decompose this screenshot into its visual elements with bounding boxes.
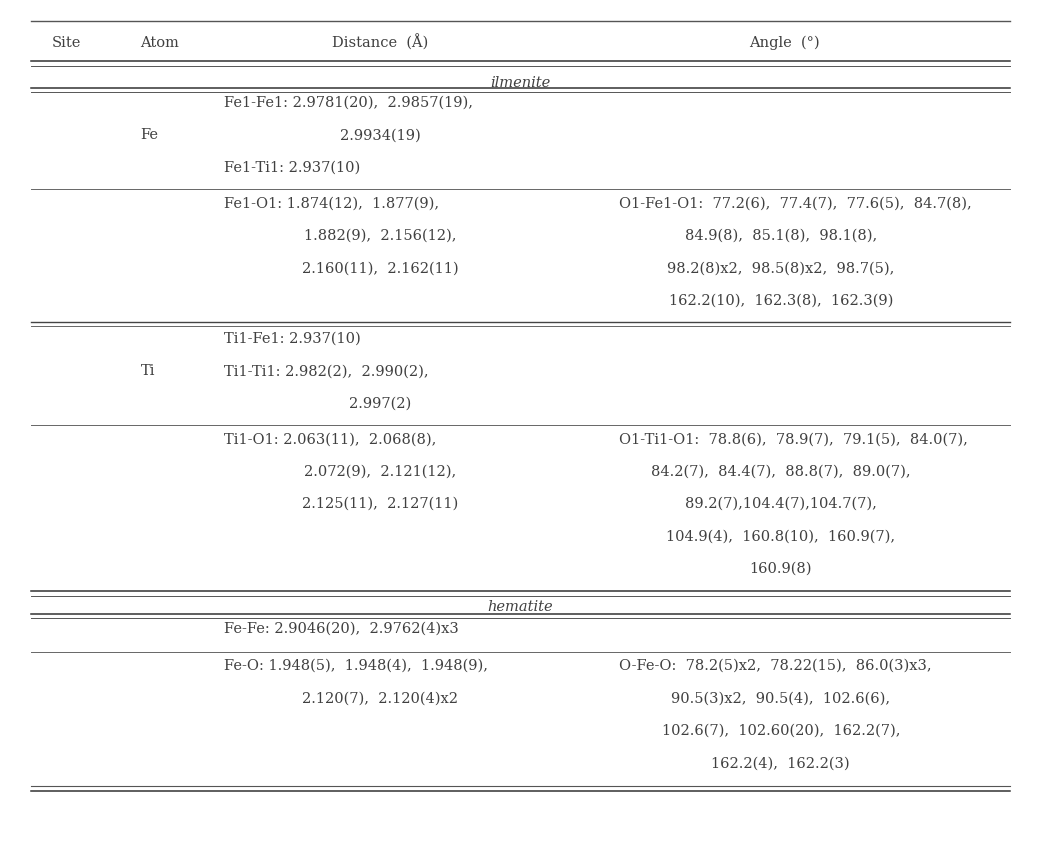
Text: O1-Ti1-O1:  78.8(6),  78.9(7),  79.1(5),  84.0(7),: O1-Ti1-O1: 78.8(6), 78.9(7), 79.1(5), 84… xyxy=(619,432,968,446)
Text: 160.9(8): 160.9(8) xyxy=(750,561,812,576)
Text: 84.2(7),  84.4(7),  88.8(7),  89.0(7),: 84.2(7), 84.4(7), 88.8(7), 89.0(7), xyxy=(651,464,911,479)
Text: Fe: Fe xyxy=(141,129,158,142)
Text: ilmenite: ilmenite xyxy=(490,76,551,89)
Text: 162.2(10),  162.3(8),  162.3(9): 162.2(10), 162.3(8), 162.3(9) xyxy=(668,294,893,308)
Text: 104.9(4),  160.8(10),  160.9(7),: 104.9(4), 160.8(10), 160.9(7), xyxy=(666,529,895,544)
Text: O-Fe-O:  78.2(5)x2,  78.22(15),  86.0(3)x3,: O-Fe-O: 78.2(5)x2, 78.22(15), 86.0(3)x3, xyxy=(619,659,932,673)
Text: 2.9934(19): 2.9934(19) xyxy=(339,129,421,142)
Text: Fe1-Ti1: 2.937(10): Fe1-Ti1: 2.937(10) xyxy=(224,161,360,175)
Text: 2.997(2): 2.997(2) xyxy=(349,396,411,411)
Text: Fe1-Fe1: 2.9781(20),  2.9857(19),: Fe1-Fe1: 2.9781(20), 2.9857(19), xyxy=(224,96,473,110)
Text: Ti1-Ti1: 2.982(2),  2.990(2),: Ti1-Ti1: 2.982(2), 2.990(2), xyxy=(224,364,429,378)
Text: 89.2(7),104.4(7),104.7(7),: 89.2(7),104.4(7),104.7(7), xyxy=(685,497,877,511)
Text: 90.5(3)x2,  90.5(4),  102.6(6),: 90.5(3)x2, 90.5(4), 102.6(6), xyxy=(671,692,890,705)
Text: Ti1-O1: 2.063(11),  2.068(8),: Ti1-O1: 2.063(11), 2.068(8), xyxy=(224,432,436,446)
Text: Angle  (°): Angle (°) xyxy=(750,36,820,49)
Text: Ti1-Fe1: 2.937(10): Ti1-Fe1: 2.937(10) xyxy=(224,331,360,346)
Text: 102.6(7),  102.60(20),  162.2(7),: 102.6(7), 102.60(20), 162.2(7), xyxy=(661,724,900,738)
Text: Site: Site xyxy=(52,36,81,49)
Text: 2.072(9),  2.121(12),: 2.072(9), 2.121(12), xyxy=(304,464,456,479)
Text: hematite: hematite xyxy=(487,600,554,613)
Text: Atom: Atom xyxy=(141,36,179,49)
Text: 2.120(7),  2.120(4)x2: 2.120(7), 2.120(4)x2 xyxy=(302,692,458,705)
Text: Fe-O: 1.948(5),  1.948(4),  1.948(9),: Fe-O: 1.948(5), 1.948(4), 1.948(9), xyxy=(224,659,488,673)
Text: 1.882(9),  2.156(12),: 1.882(9), 2.156(12), xyxy=(304,229,456,243)
Text: 2.160(11),  2.162(11): 2.160(11), 2.162(11) xyxy=(302,262,458,275)
Text: Distance  (Å): Distance (Å) xyxy=(332,34,428,51)
Text: 84.9(8),  85.1(8),  98.1(8),: 84.9(8), 85.1(8), 98.1(8), xyxy=(685,229,877,243)
Text: O1-Fe1-O1:  77.2(6),  77.4(7),  77.6(5),  84.7(8),: O1-Fe1-O1: 77.2(6), 77.4(7), 77.6(5), 84… xyxy=(619,197,972,210)
Text: Ti: Ti xyxy=(141,364,155,378)
Text: Fe-Fe: 2.9046(20),  2.9762(4)x3: Fe-Fe: 2.9046(20), 2.9762(4)x3 xyxy=(224,622,459,636)
Text: 98.2(8)x2,  98.5(8)x2,  98.7(5),: 98.2(8)x2, 98.5(8)x2, 98.7(5), xyxy=(667,262,894,275)
Text: 2.125(11),  2.127(11): 2.125(11), 2.127(11) xyxy=(302,497,458,511)
Text: Fe1-O1: 1.874(12),  1.877(9),: Fe1-O1: 1.874(12), 1.877(9), xyxy=(224,197,439,210)
Text: 162.2(4),  162.2(3): 162.2(4), 162.2(3) xyxy=(711,757,850,770)
